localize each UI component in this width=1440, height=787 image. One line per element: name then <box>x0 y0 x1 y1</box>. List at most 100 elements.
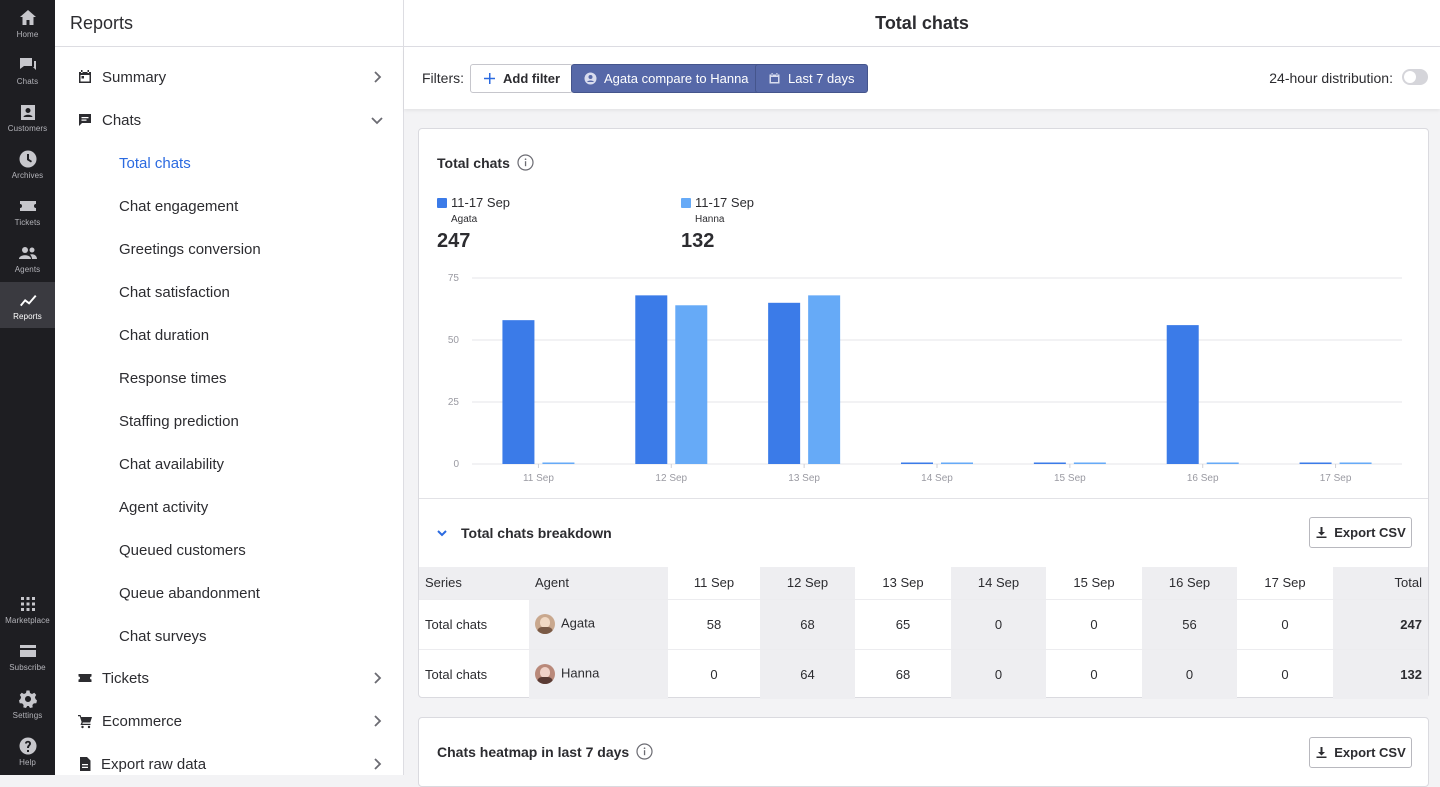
table-cell: 56 <box>1142 598 1237 649</box>
legend-range: 11-17 Sep <box>451 195 511 210</box>
legend-range: 11-17 Sep <box>695 195 755 210</box>
sidebar-item-agent-activity[interactable]: Agent activity <box>119 499 209 516</box>
rail-item-settings[interactable]: Settings <box>0 681 55 727</box>
sidebar-item-chat-duration[interactable]: Chat duration <box>119 327 210 344</box>
chevron-down-icon <box>370 113 384 127</box>
sidebar-section-ecommerce[interactable]: Ecommerce <box>55 700 403 743</box>
avatar <box>535 614 555 634</box>
export-csv-button[interactable]: Export CSV <box>1309 737 1412 768</box>
table-cell: 68 <box>760 598 855 649</box>
date-range-filter[interactable]: Last 7 days <box>755 64 868 93</box>
chevron-right-icon <box>370 671 384 685</box>
chart-card-title: Total chats <box>437 154 510 171</box>
table-header-row: Series Agent 11 Sep 12 Sep 13 Sep 14 Sep… <box>419 567 1428 599</box>
chevron-right-icon <box>370 714 384 728</box>
x-tick-label: 13 Sep <box>788 473 820 484</box>
date-range-label: Last 7 days <box>788 71 855 86</box>
sidebar-section-summary[interactable]: Summary <box>55 56 403 99</box>
legend-agent: Hanna <box>695 214 725 225</box>
agent-name: Hanna <box>561 665 600 681</box>
heatmap-card-header: Chats heatmap in last 7 days <box>437 743 653 760</box>
sidebar-section-tickets[interactable]: Tickets <box>55 657 403 700</box>
rail-item-marketplace[interactable]: Marketplace <box>0 586 55 632</box>
distribution-toggle[interactable] <box>1402 69 1428 85</box>
x-tick-label: 17 Sep <box>1320 473 1352 484</box>
sidebar-item-response-times[interactable]: Response times <box>119 370 227 387</box>
rail-item-agents[interactable]: Agents <box>0 235 55 281</box>
sidebar-item-chat-satisfaction[interactable]: Chat satisfaction <box>119 284 230 301</box>
legend-swatch <box>437 198 447 208</box>
rail-item-reports[interactable]: Reports <box>0 282 55 328</box>
heatmap-card: Chats heatmap in last 7 days Export CSV <box>418 717 1429 787</box>
reports-icon <box>18 290 38 310</box>
table-cell: 0 <box>1046 648 1142 699</box>
bar-agata-1 <box>502 320 535 464</box>
chevron-down-icon[interactable] <box>435 526 449 540</box>
sidebar-item-queue-abandonment[interactable]: Queue abandonment <box>119 585 260 602</box>
bar-hanna-1 <box>542 462 575 464</box>
add-filter-label: Add filter <box>503 71 561 86</box>
breakdown-header: Total chats breakdown Export CSV <box>419 498 1428 568</box>
total-cell: 247 <box>1333 598 1428 649</box>
tickets-icon <box>18 196 38 216</box>
bar-hanna-2 <box>675 305 708 464</box>
info-icon[interactable] <box>636 743 653 760</box>
table-cell: 0 <box>668 648 760 699</box>
series-cell: Total chats <box>419 598 529 649</box>
rail-item-customers[interactable]: Customers <box>0 94 55 140</box>
sidebar-title: Reports <box>70 12 134 33</box>
add-filter-button[interactable]: Add filter <box>470 64 574 93</box>
agent-cell: Hanna <box>529 648 668 699</box>
rail-label: Home <box>16 29 39 39</box>
info-icon[interactable] <box>517 154 534 171</box>
table-cell: 0 <box>1142 648 1237 699</box>
bar-hanna-4 <box>941 462 973 464</box>
rail-item-home[interactable]: Home <box>0 0 55 46</box>
rail-item-chats[interactable]: Chats <box>0 47 55 93</box>
file-icon <box>77 756 93 772</box>
column-header: Series <box>419 567 529 599</box>
bar-agata-5 <box>1033 462 1066 464</box>
sidebar-item-greetings-conversion[interactable]: Greetings conversion <box>119 241 261 258</box>
rail-label: Tickets <box>14 217 41 227</box>
rail-item-help[interactable]: Help <box>0 728 55 774</box>
x-tick-label: 16 Sep <box>1187 473 1219 484</box>
rail-label: Marketplace <box>5 615 50 625</box>
sidebar-item-staffing-prediction[interactable]: Staffing prediction <box>119 413 239 430</box>
export-csv-button[interactable]: Export CSV <box>1309 517 1412 548</box>
rail-item-archives[interactable]: Archives <box>0 141 55 187</box>
table-cell: 68 <box>855 648 951 699</box>
rail-item-subscribe[interactable]: Subscribe <box>0 633 55 679</box>
sidebar-item-total-chats[interactable]: Total chats <box>119 155 191 172</box>
rail-label: Archives <box>11 170 44 180</box>
column-header: 16 Sep <box>1142 567 1237 599</box>
sidebar-section-export-raw-data[interactable]: Export raw data <box>55 743 403 775</box>
rail-label: Settings <box>12 710 43 720</box>
breakdown-table: Series Agent 11 Sep 12 Sep 13 Sep 14 Sep… <box>419 567 1428 699</box>
table-cell: 0 <box>1046 598 1142 649</box>
plus-icon <box>484 73 495 84</box>
table-cell: 0 <box>1237 648 1333 699</box>
table-cell: 0 <box>951 598 1046 649</box>
breakdown-title: Total chats breakdown <box>461 525 612 541</box>
sidebar-header: Reports <box>55 0 403 47</box>
table-cell: 0 <box>1237 598 1333 649</box>
chevron-right-icon <box>370 70 384 84</box>
column-header: 12 Sep <box>760 567 855 599</box>
sidebar-item-chat-surveys[interactable]: Chat surveys <box>119 628 207 645</box>
column-header: 15 Sep <box>1046 567 1142 599</box>
sidebar-item-chat-engagement[interactable]: Chat engagement <box>119 198 239 215</box>
sidebar-section-label: Export raw data <box>101 756 207 773</box>
column-header: 17 Sep <box>1237 567 1333 599</box>
settings-icon <box>18 689 38 709</box>
rail-label: Reports <box>13 311 42 321</box>
agent-compare-filter[interactable]: Agata compare to Hanna <box>571 64 762 93</box>
archives-icon <box>18 149 38 169</box>
rail-item-tickets[interactable]: Tickets <box>0 188 55 234</box>
sidebar-section-chats[interactable]: Chats <box>55 99 403 142</box>
total-cell: 132 <box>1333 648 1428 699</box>
sidebar-item-queued-customers[interactable]: Queued customers <box>119 542 246 559</box>
sidebar-item-chat-availability[interactable]: Chat availability <box>119 456 225 473</box>
cart-icon <box>77 713 93 729</box>
bar-agata-6 <box>1166 325 1199 464</box>
